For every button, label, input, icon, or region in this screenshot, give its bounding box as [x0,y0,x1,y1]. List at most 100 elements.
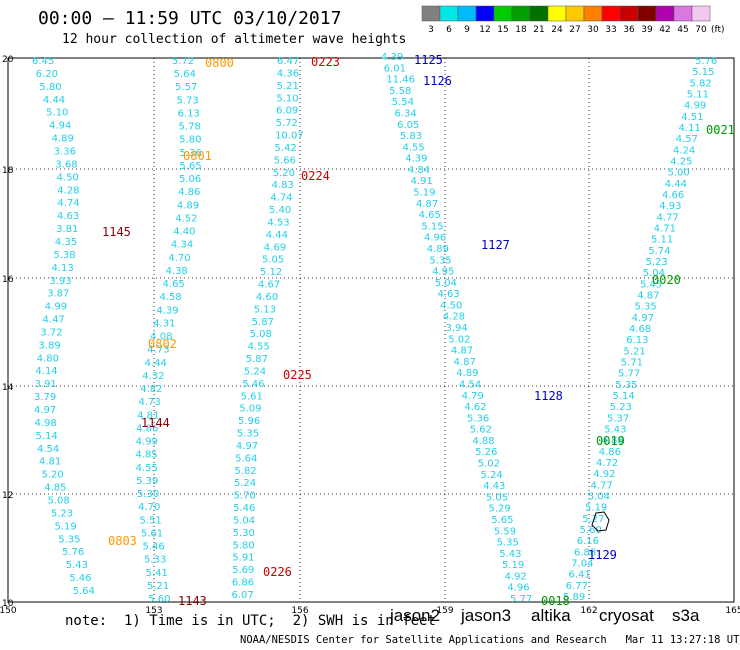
swh-value: 4.89 [177,200,199,211]
pass-time-label: 1128 [534,389,563,403]
swh-value: 5.11 [651,235,673,246]
swh-value: 3.87 [47,289,69,300]
swh-value: 4.92 [505,571,527,582]
pass-time-label: 0224 [301,169,330,183]
swh-value: 4.70 [168,253,190,264]
pass-time-label: 0019 [596,434,625,448]
pass-time-label: 0225 [283,368,312,382]
swh-value: 3.91 [34,379,56,390]
swh-value: 5.69 [232,565,254,576]
swh-value: 4.32 [142,371,164,382]
colorbar-label: 39 [641,25,653,35]
pass-time-label: 0223 [311,55,340,69]
swh-value: 4.40 [173,227,195,238]
swh-value: 4.77 [591,480,613,491]
colorbar-label: 21 [533,25,544,35]
swh-value: 4.99 [684,101,706,112]
colorbar-label: 45 [677,25,688,35]
swh-value: 4.79 [462,391,484,402]
swh-value: 4.72 [596,458,618,469]
swh-value: 5.35 [58,534,80,545]
y-tick-label: 18 [2,166,14,176]
swh-value: 5.51 [139,515,161,526]
swh-value: 5.61 [241,391,263,402]
swh-value: 5.19 [55,521,77,532]
swh-value: 5.38 [53,250,75,261]
swh-value: 5.36 [467,413,489,424]
pass-time-label: 0021 [706,123,735,137]
swh-value: 5.24 [244,366,266,377]
swh-value: 4.69 [264,242,286,253]
swh-value: 6.41 [569,570,591,581]
swh-value: 4.60 [256,292,278,303]
colorbar-label: 33 [605,25,616,35]
swh-value: 5.35 [429,255,451,266]
swh-value: 5.33 [144,555,166,566]
swh-value: 5.64 [73,586,95,597]
swh-value: 5.43 [604,425,626,436]
swh-value: 5.77 [510,594,532,605]
swh-value: 4.84 [408,165,430,176]
swh-value: 4.82 [140,384,162,395]
swh-value: 5.45 [640,279,662,290]
swh-value: 6.13 [626,335,648,346]
swh-value: 5.43 [66,560,88,571]
swh-value: 4.13 [51,263,73,274]
colorbar-label: 9 [464,25,470,35]
credit-line: NOAA/NESDIS Center for Satellite Applica… [240,634,740,646]
swh-value: 5.60 [580,525,602,536]
swh-value: 5.04 [435,278,457,289]
swh-value: 4.83 [272,180,294,191]
swh-value: 5.04 [233,515,255,526]
swh-value: 6.01 [384,63,406,74]
swh-value: 4.86 [599,447,621,458]
swh-value: 4.53 [267,217,289,228]
swh-value: 4.55 [248,342,270,353]
swh-value: 4.74 [270,193,292,204]
swh-value: 5.46 [142,542,164,553]
satellite-label-jason3: jason3 [461,606,512,625]
swh-value: 4.96 [507,583,529,594]
swh-value: 5.10 [276,93,298,104]
swh-value: 5.64 [174,69,196,80]
swh-value: 5.14 [613,391,635,402]
swh-value: 5.04 [643,268,665,279]
swh-value: 5.30 [137,489,159,500]
swh-value: 6.34 [394,108,416,119]
colorbar-label: 30 [587,25,599,35]
swh-value: 4.88 [602,436,624,447]
swh-value: 4.87 [416,199,438,210]
swh-value: 4.92 [593,469,615,480]
swh-value: 5.42 [274,143,296,154]
pass-time-label: 1126 [423,74,452,88]
pass-time-label: 0800 [205,56,234,70]
swh-value: 5.80 [39,82,61,93]
swh-value: 4.50 [57,172,79,183]
x-tick-label: 165 [725,606,740,616]
swh-value: 5.89 [563,592,585,603]
swh-value: 5.20 [273,168,295,179]
swh-value: 5.05 [262,255,284,266]
swh-value: 5.87 [252,317,274,328]
swh-value: 5.12 [260,267,282,278]
plot-frame [7,57,735,603]
swh-value: 5.08 [250,329,272,340]
swh-value: 5.35 [615,380,637,391]
swh-value: 4.99 [136,437,158,448]
swh-value: 5.23 [610,402,632,413]
swh-value: 4.51 [681,112,703,123]
satellite-label-jason2: jason2 [390,606,441,625]
swh-value: 4.62 [464,402,486,413]
colorbar-label: 18 [515,25,527,35]
swh-value: 4.87 [454,357,476,368]
swh-value: 4.43 [483,481,505,492]
swh-value: 6.45 [32,56,54,67]
swh-value: 5.78 [179,122,201,133]
swh-value: 5.19 [502,560,524,571]
swh-value: 5.00 [668,168,690,179]
swh-value: 5.40 [269,205,291,216]
swh-value: 6.05 [397,120,419,131]
swh-value: 3.93 [49,276,71,287]
swh-value: 5.65 [491,515,513,526]
swh-value: 5.62 [470,425,492,436]
